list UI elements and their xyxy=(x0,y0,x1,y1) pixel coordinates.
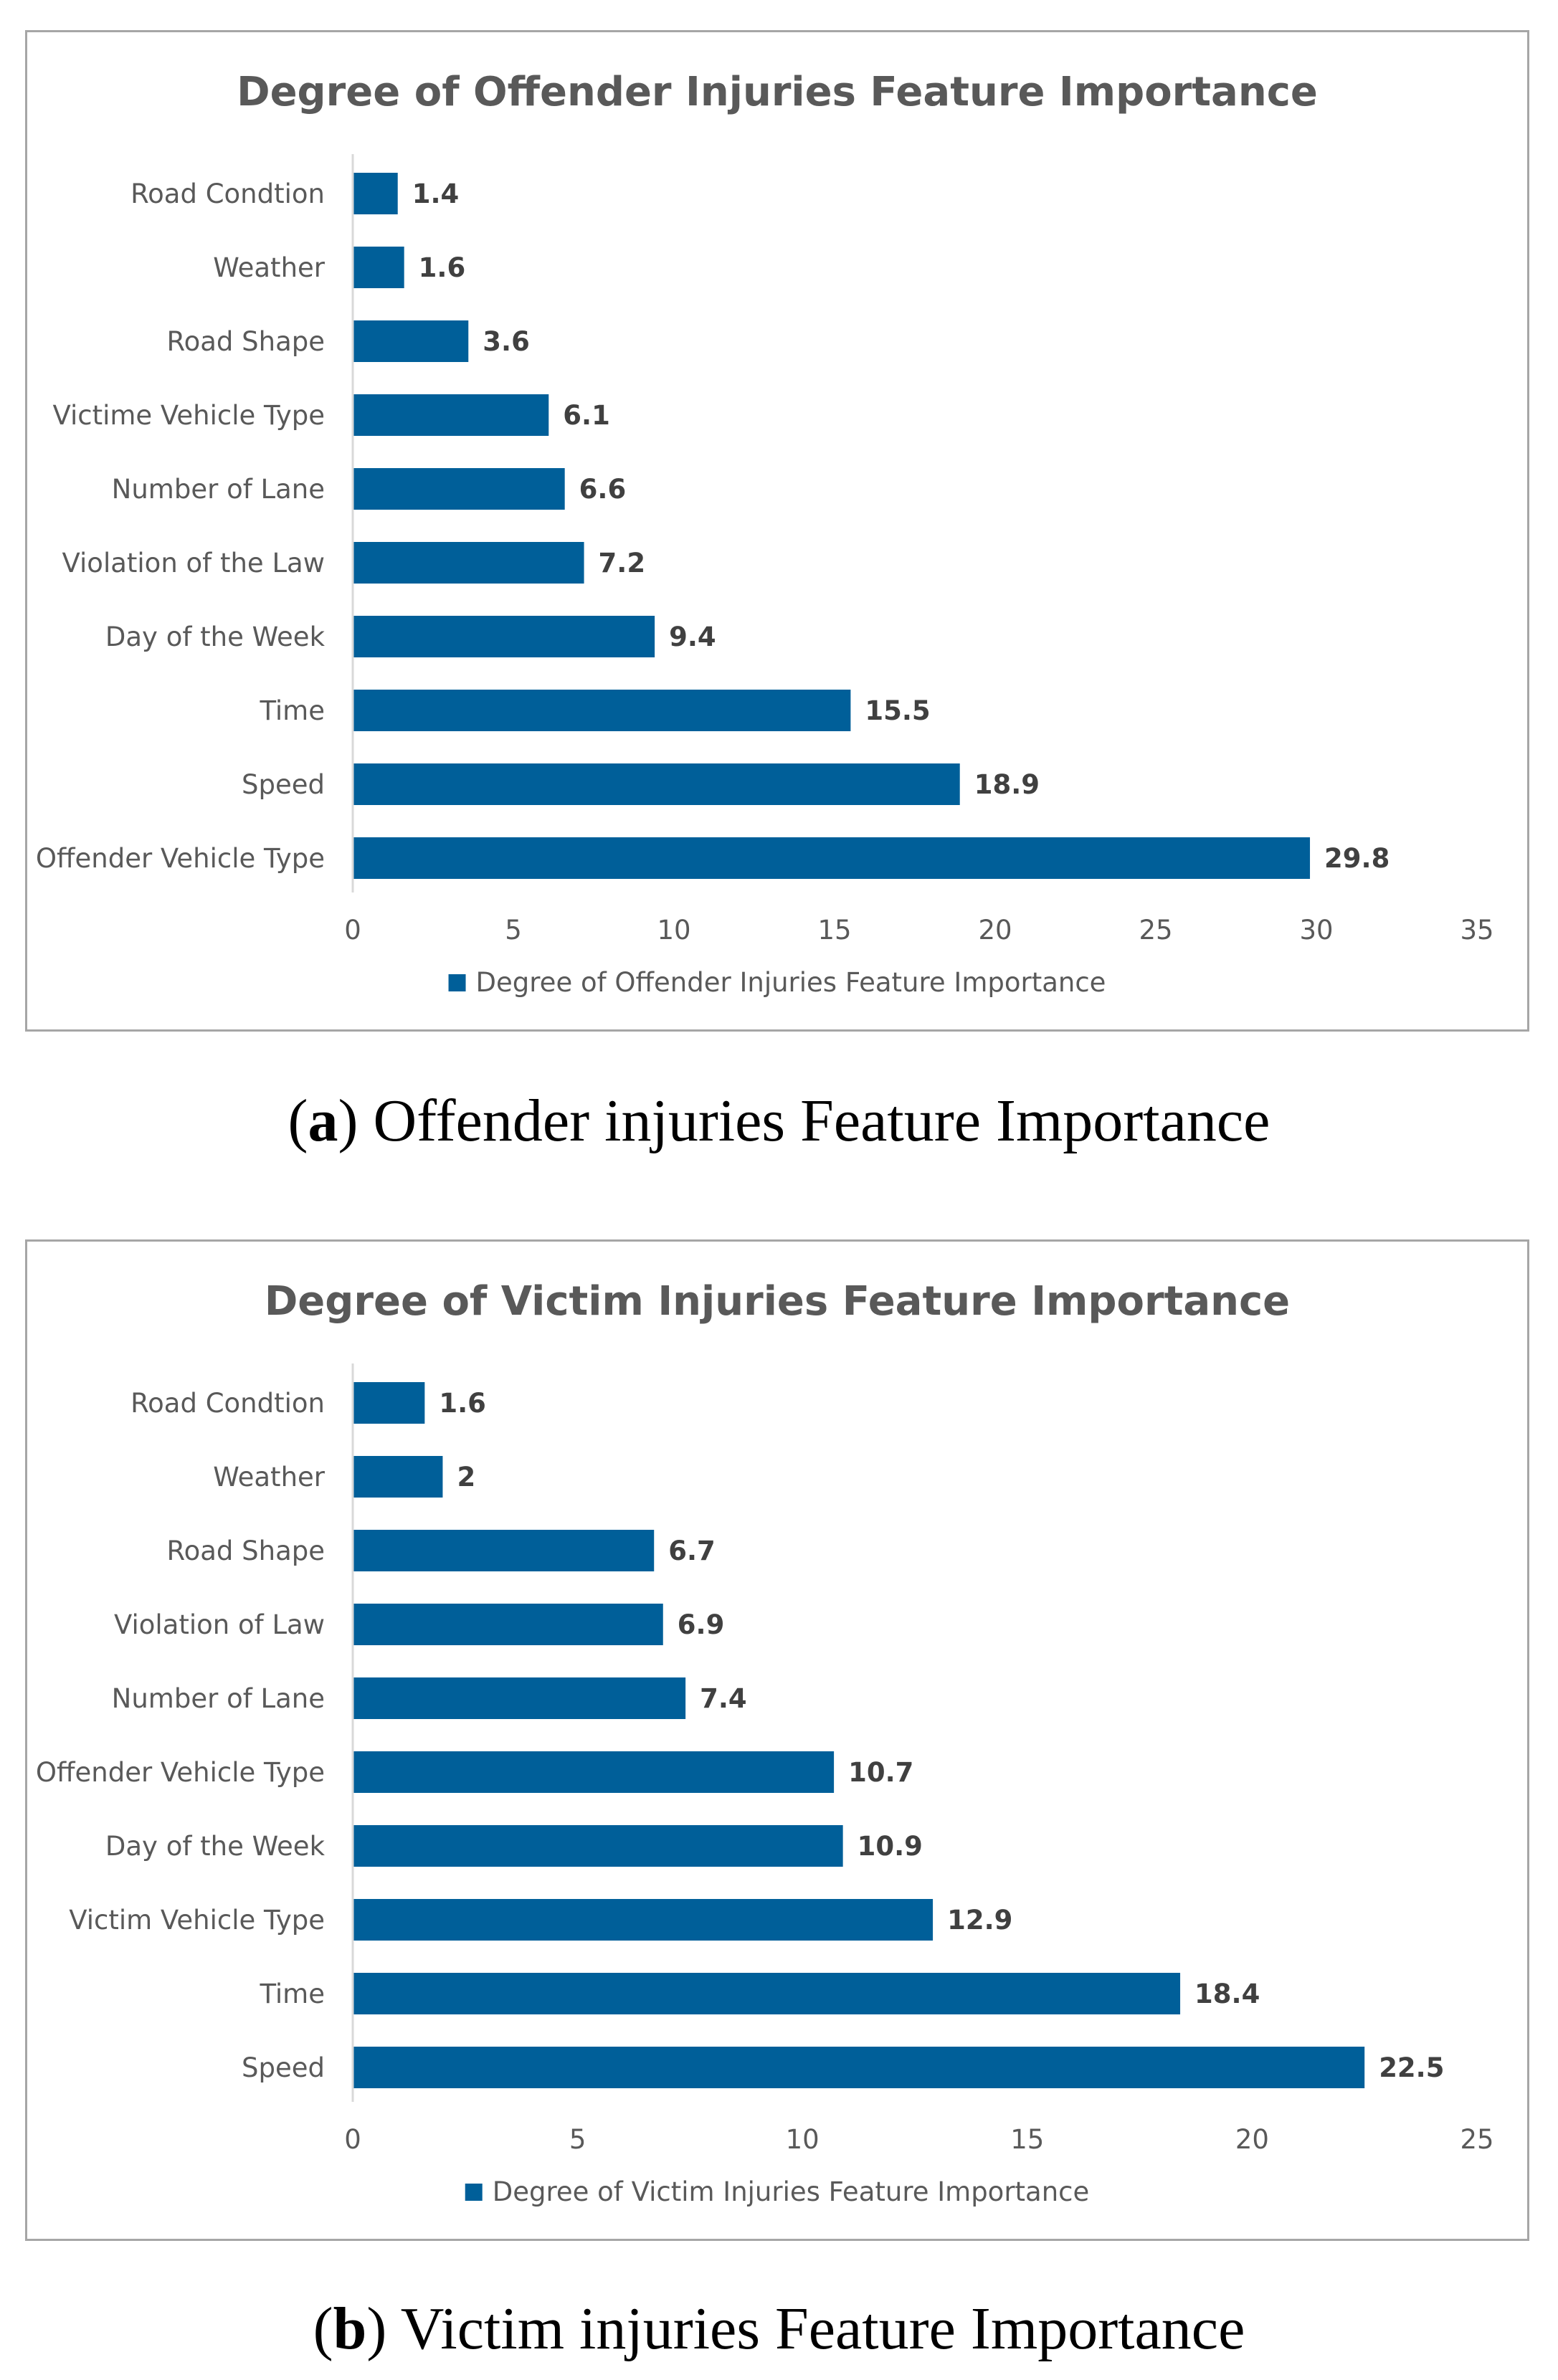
x-tick-label: 10 xyxy=(786,2124,820,2155)
bar-8 xyxy=(353,1973,1181,2014)
category-label: Road Condtion xyxy=(130,178,325,209)
category-label: Speed xyxy=(242,769,325,800)
x-tick-label: 15 xyxy=(1010,2124,1044,2155)
value-label: 7.4 xyxy=(700,1683,747,1714)
bar-1 xyxy=(353,1456,443,1498)
bar-0 xyxy=(353,1382,425,1424)
value-label: 6.7 xyxy=(668,1536,716,1566)
x-tick-label: 20 xyxy=(1235,2124,1269,2155)
bar-9 xyxy=(353,837,1311,879)
x-tick-label: 0 xyxy=(344,915,361,946)
x-tick-label: 15 xyxy=(817,915,851,946)
chart-title: Degree of Victim Injuries Feature Import… xyxy=(265,1278,1290,1325)
value-label: 18.9 xyxy=(974,769,1040,800)
bar-1 xyxy=(353,247,404,288)
category-label: Time xyxy=(259,1979,325,2009)
bar-3 xyxy=(353,1604,663,1645)
bar-5 xyxy=(353,1751,835,1793)
category-label: Number of Lane xyxy=(112,1683,325,1714)
value-label: 6.6 xyxy=(579,474,627,505)
caption-b-letter: b xyxy=(333,2295,367,2362)
bar-4 xyxy=(353,468,565,510)
category-label: Road Shape xyxy=(167,1536,325,1566)
offender-injuries-bar-chart: Degree of Offender Injuries Feature Impo… xyxy=(36,69,1494,998)
category-label: Victime Vehicle Type xyxy=(52,400,325,431)
bar-8 xyxy=(353,763,960,805)
victim-injuries-bar-chart: Degree of Victim Injuries Feature Import… xyxy=(36,1278,1494,2207)
value-label: 1.6 xyxy=(439,1388,486,1419)
value-label: 2 xyxy=(457,1462,475,1493)
category-label: Weather xyxy=(213,252,326,283)
category-label: Time xyxy=(259,695,325,726)
category-label: Number of Lane xyxy=(112,474,325,505)
bar-3 xyxy=(353,394,549,436)
category-label: Road Shape xyxy=(167,326,325,357)
legend: Degree of Victim Injuries Feature Import… xyxy=(465,2176,1090,2207)
category-label: Day of the Week xyxy=(105,622,326,652)
category-label: Day of the Week xyxy=(105,1831,326,1862)
chart-panel-offender: Degree of Offender Injuries Feature Impo… xyxy=(25,30,1529,1032)
category-label: Road Condtion xyxy=(130,1388,325,1419)
legend-label: Degree of Offender Injuries Feature Impo… xyxy=(476,967,1106,998)
bar-7 xyxy=(353,690,851,731)
value-label: 29.8 xyxy=(1324,843,1390,874)
legend-swatch xyxy=(448,974,466,991)
value-label: 7.2 xyxy=(599,548,646,579)
legend: Degree of Offender Injuries Feature Impo… xyxy=(448,967,1106,998)
x-tick-label: 10 xyxy=(657,915,690,946)
value-label: 6.1 xyxy=(563,400,610,431)
x-tick-label: 25 xyxy=(1460,2124,1493,2155)
value-label: 15.5 xyxy=(865,695,930,726)
category-label: Violation of the Law xyxy=(62,548,325,579)
x-tick-label: 25 xyxy=(1139,915,1172,946)
caption-b-text: Victim injuries Feature Importance xyxy=(386,2295,1245,2362)
legend-swatch xyxy=(465,2184,483,2201)
category-label: Offender Vehicle Type xyxy=(36,843,325,874)
bar-9 xyxy=(353,2047,1365,2088)
x-tick-label: 5 xyxy=(569,2124,586,2155)
bar-5 xyxy=(353,542,584,584)
value-label: 10.7 xyxy=(848,1757,913,1788)
x-tick-label: 20 xyxy=(978,915,1012,946)
category-label: Speed xyxy=(242,2052,325,2083)
value-label: 12.9 xyxy=(947,1905,1012,1936)
caption-a-letter: a xyxy=(308,1087,338,1154)
caption-a-text: Offender injuries Feature Importance xyxy=(358,1087,1270,1154)
value-label: 22.5 xyxy=(1379,2052,1444,2083)
bar-6 xyxy=(353,1825,843,1867)
value-label: 1.4 xyxy=(412,178,460,209)
x-tick-label: 0 xyxy=(344,2124,361,2155)
category-label: Victim Vehicle Type xyxy=(69,1905,325,1936)
value-label: 10.9 xyxy=(858,1831,923,1862)
category-label: Offender Vehicle Type xyxy=(36,1757,325,1788)
bar-2 xyxy=(353,320,469,362)
bar-6 xyxy=(353,616,655,657)
category-label: Weather xyxy=(213,1462,326,1493)
value-label: 1.6 xyxy=(419,252,466,283)
legend-label: Degree of Victim Injuries Feature Import… xyxy=(493,2176,1090,2207)
value-label: 3.6 xyxy=(483,326,530,357)
caption-b: (b) Victim injuries Feature Importance xyxy=(313,2295,1245,2362)
category-label: Violation of Law xyxy=(114,1609,325,1640)
bar-2 xyxy=(353,1530,655,1571)
bar-0 xyxy=(353,173,398,214)
chart-panel-victim: Degree of Victim Injuries Feature Import… xyxy=(25,1239,1529,2241)
x-tick-label: 30 xyxy=(1299,915,1333,946)
x-tick-label: 5 xyxy=(505,915,522,946)
bar-7 xyxy=(353,1899,934,1941)
value-label: 18.4 xyxy=(1194,1979,1260,2009)
bar-4 xyxy=(353,1677,686,1719)
chart-title: Degree of Offender Injuries Feature Impo… xyxy=(237,69,1318,115)
value-label: 9.4 xyxy=(669,622,716,652)
caption-a: (a) Offender injuries Feature Importance xyxy=(288,1087,1270,1154)
value-label: 6.9 xyxy=(678,1609,725,1640)
x-tick-label: 35 xyxy=(1460,915,1493,946)
